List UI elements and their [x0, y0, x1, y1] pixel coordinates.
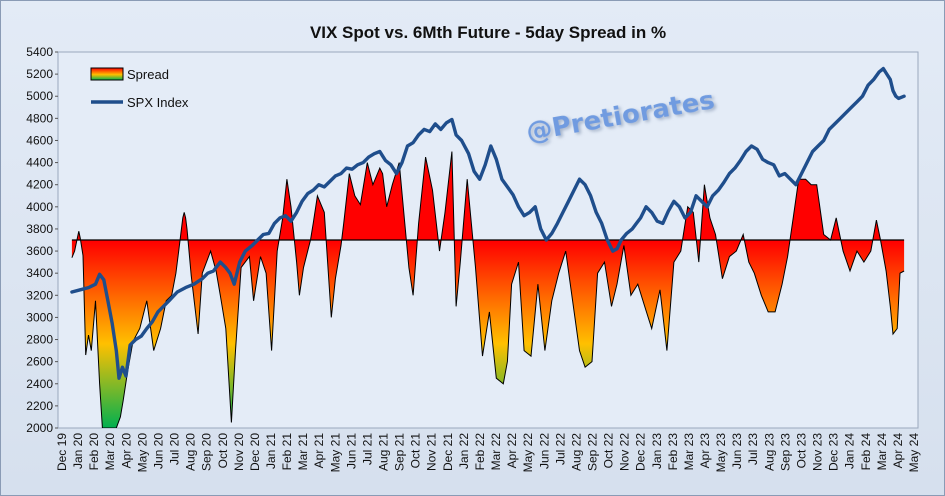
- x-tick-label: Dec 20: [248, 433, 262, 471]
- y-tick-label: 3600: [26, 244, 53, 258]
- x-tick-label: Jan 23: [650, 433, 664, 469]
- y-axis: 2000 2200 2400 2600 2800 3000 3200 3400 3600 3800…: [26, 45, 58, 435]
- x-tick-label: Nov 22: [618, 433, 632, 471]
- y-tick-label: 4600: [26, 133, 53, 147]
- chart-title: VIX Spot vs. 6Mth Future - 5day Spread i…: [310, 23, 666, 42]
- x-tick-label: Apr 21: [312, 433, 326, 469]
- x-tick-label: Feb 22: [473, 433, 487, 471]
- y-tick-label: 4000: [26, 200, 53, 214]
- legend: Spread SPX Index: [90, 67, 189, 110]
- x-tick-label: Nov 20: [232, 433, 246, 471]
- y-tick-label: 3200: [26, 288, 53, 302]
- y-tick-label: 5200: [26, 67, 53, 81]
- y-tick-label: 4800: [26, 111, 53, 125]
- x-tick-label: Aug 22: [569, 433, 583, 471]
- x-tick-label: Aug 23: [762, 433, 776, 471]
- x-tick-label: Apr 24: [891, 433, 905, 469]
- x-tick-label: Dec 21: [441, 433, 455, 471]
- x-tick-label: Aug 20: [184, 433, 198, 471]
- x-tick-label: Jul 23: [746, 433, 760, 465]
- x-tick-label: Nov 23: [811, 433, 825, 471]
- x-tick-label: Apr 22: [505, 433, 519, 469]
- x-tick-label: Jan 20: [71, 433, 85, 469]
- x-tick-label: Jan 24: [843, 433, 857, 469]
- x-axis: Dec 19 Jan 20 Feb 20 Mar 20 Apr 20 May 20 Jun …: [55, 433, 921, 473]
- x-tick-label: Sep 22: [585, 433, 599, 471]
- x-tick-label: Jul 21: [360, 433, 374, 465]
- spx-index-line: [70, 66, 906, 380]
- y-tick-label: 3800: [26, 222, 53, 236]
- x-tick-label: Oct 20: [216, 433, 230, 469]
- x-tick-label: Aug 21: [377, 433, 391, 471]
- x-tick-label: Oct 23: [794, 433, 808, 469]
- y-tick-label: 3000: [26, 310, 53, 324]
- x-tick-label: May 23: [714, 433, 728, 473]
- x-tick-label: Jul 22: [553, 433, 567, 465]
- y-tick-label: 4400: [26, 156, 53, 170]
- x-tick-label: Jun 22: [537, 433, 551, 469]
- x-tick-label: Mar 21: [296, 433, 310, 471]
- y-tick-label: 2000: [26, 421, 53, 435]
- x-tick-label: Dec 19: [55, 433, 69, 471]
- x-tick-label: Sep 20: [200, 433, 214, 471]
- legend-spread-label: Spread: [127, 67, 169, 82]
- x-tick-label: Dec 22: [634, 433, 648, 471]
- x-tick-label: Oct 22: [602, 433, 616, 469]
- spread-area-above-baseline: [71, 151, 905, 241]
- x-tick-label: May 20: [135, 433, 149, 473]
- x-tick-label: Mar 24: [875, 433, 889, 471]
- y-tick-label: 5400: [26, 45, 53, 59]
- x-tick-label: Jan 22: [457, 433, 471, 469]
- y-tick-label: 2600: [26, 355, 53, 369]
- x-tick-label: May 22: [521, 433, 535, 473]
- y-tick-label: 3400: [26, 266, 53, 280]
- x-tick-label: Nov 21: [425, 433, 439, 471]
- legend-spread-swatch: [90, 67, 124, 81]
- x-tick-label: May 24: [907, 433, 921, 473]
- y-tick-label: 5000: [26, 89, 53, 103]
- x-tick-label: Jan 21: [264, 433, 278, 469]
- x-tick-label: Feb 20: [87, 433, 101, 471]
- x-tick-label: Mar 20: [103, 433, 117, 471]
- x-tick-label: Jun 21: [344, 433, 358, 469]
- x-tick-label: Oct 21: [409, 433, 423, 469]
- spread-series: [71, 151, 905, 428]
- x-tick-label: May 21: [328, 433, 342, 473]
- x-tick-label: Sep 21: [393, 433, 407, 471]
- y-tick-label: 2200: [26, 399, 53, 413]
- x-tick-label: Feb 24: [859, 433, 873, 471]
- x-tick-label: Jun 20: [151, 433, 165, 469]
- x-tick-label: Feb 21: [280, 433, 294, 471]
- spread-outline: [71, 151, 905, 428]
- legend-spx-label: SPX Index: [127, 95, 189, 110]
- y-tick-label: 2800: [26, 333, 53, 347]
- x-tick-label: Jun 23: [730, 433, 744, 469]
- y-tick-label: 2400: [26, 377, 53, 391]
- x-tick-label: Feb 23: [666, 433, 680, 471]
- y-tick-label: 4200: [26, 178, 53, 192]
- x-tick-label: Apr 23: [698, 433, 712, 469]
- x-tick-label: Jul 20: [168, 433, 182, 465]
- spread-area-below-baseline: [71, 241, 905, 428]
- x-tick-label: Dec 23: [827, 433, 841, 471]
- x-tick-label: Sep 23: [778, 433, 792, 471]
- x-tick-label: Apr 20: [119, 433, 133, 469]
- x-tick-label: Mar 23: [682, 433, 696, 471]
- x-tick-label: Mar 22: [489, 433, 503, 471]
